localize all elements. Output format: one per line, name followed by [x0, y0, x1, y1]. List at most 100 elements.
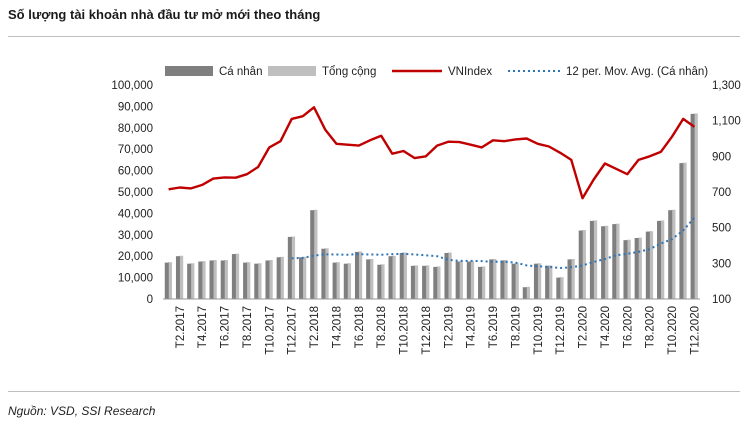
x-tick-label: T6.2017	[220, 306, 232, 348]
x-tick-label: T4.2019	[466, 306, 478, 348]
bar-tong-cong	[649, 231, 654, 299]
bar-tong-cong	[291, 236, 296, 299]
bar-ca-nhan	[657, 220, 662, 299]
bar-tong-cong	[470, 261, 475, 299]
bar-tong-cong	[369, 258, 374, 299]
bar-tong-cong	[581, 230, 586, 299]
bar-ca-nhan	[377, 264, 382, 299]
bottom-divider	[8, 391, 740, 392]
y-left-tick-label: 10,000	[118, 273, 153, 285]
x-tick-label: T10.2020	[667, 306, 679, 355]
x-tick-label: T2.2019	[443, 306, 455, 348]
x-tick-label: T8.2019	[510, 306, 522, 348]
bar-ca-nhan	[612, 224, 617, 299]
y-left-tick-label: 100,000	[111, 80, 153, 92]
bar-ca-nhan	[645, 231, 650, 299]
bar-ca-nhan	[209, 260, 214, 299]
legend-label: Tổng cộng	[322, 66, 376, 78]
bar-ca-nhan	[556, 277, 561, 299]
bar-tong-cong	[179, 255, 184, 299]
x-tick-label: T10.2019	[533, 306, 545, 355]
bar-tong-cong	[615, 223, 620, 299]
bar-tong-cong	[346, 263, 352, 299]
bar-tong-cong	[302, 256, 307, 299]
y-left-tick-label: 40,000	[118, 208, 153, 220]
x-tick-label: T10.2017	[264, 306, 276, 355]
y-left-tick-label: 90,000	[118, 101, 153, 113]
bar-tong-cong	[235, 253, 240, 299]
x-tick-label: T10.2018	[399, 306, 411, 355]
bar-tong-cong	[313, 209, 318, 299]
top-divider	[8, 36, 740, 37]
bar-ca-nhan	[265, 260, 270, 299]
bar-ca-nhan	[321, 248, 326, 299]
bar-ca-nhan	[668, 210, 673, 299]
x-tick-label: T2.2020	[578, 306, 590, 348]
legend-swatch	[165, 66, 213, 76]
y-left-tick-label: 80,000	[118, 123, 153, 135]
legend-label: Cá nhân	[219, 66, 262, 78]
x-tick-label: T2.2018	[309, 306, 321, 348]
y-left-tick-label: 60,000	[118, 166, 153, 178]
bar-ca-nhan	[388, 256, 393, 299]
legend-label: VNIndex	[448, 66, 492, 78]
chart-legend: Cá nhân Tổng cộng VNIndex 12 per. Mov. Avg.…	[165, 66, 708, 78]
bar-tong-cong	[335, 262, 340, 299]
legend-swatch	[268, 66, 316, 76]
x-tick-label: T6.2020	[622, 306, 634, 348]
y-left-tick-label: 0	[147, 294, 153, 306]
bar-tong-cong	[246, 262, 251, 299]
bar-tong-cong	[559, 277, 564, 299]
bar-ca-nhan	[310, 210, 315, 299]
x-tick-label: T2.2017	[175, 306, 187, 348]
bar-ca-nhan	[634, 238, 639, 299]
bar-tong-cong	[358, 251, 363, 299]
x-tick-label: T8.2020	[645, 306, 657, 348]
bar-ca-nhan	[545, 265, 550, 299]
bar-ca-nhan	[478, 266, 483, 299]
y-right-tick-label: 900	[712, 151, 731, 163]
bar-ca-nhan	[489, 259, 494, 299]
bar-tong-cong	[525, 286, 531, 299]
bar-ca-nhan	[231, 254, 236, 299]
chart-title: Số lượng tài khoản nhà đầu tư mở mới the…	[8, 7, 321, 22]
x-axis: T2.2017 T4.2017 T6.2017 T8.2017 T10.2017 T12.…	[163, 298, 701, 355]
x-tick-label: T8.2017	[242, 306, 254, 348]
bar-ca-nhan	[422, 265, 427, 299]
x-tick-label: T6.2018	[354, 306, 366, 348]
bar-tong-cong	[380, 264, 385, 299]
bar-tong-cong	[492, 258, 497, 299]
bar-ca-nhan	[220, 260, 225, 299]
x-tick-label: T12.2017	[287, 306, 299, 355]
bar-tong-cong	[257, 263, 262, 299]
bar-tong-cong	[458, 261, 463, 299]
bar-tong-cong	[402, 252, 407, 299]
y-right-tick-label: 700	[712, 187, 731, 199]
source-note: Nguồn: VSD, SSI Research	[8, 404, 156, 418]
x-tick-label: T8.2018	[376, 306, 388, 348]
y-axis-right: 100 300 500 700 900 1,100 1,300	[712, 80, 741, 306]
y-right-tick-label: 1,100	[712, 116, 741, 128]
bar-ca-nhan	[276, 257, 281, 299]
bar-tong-cong	[167, 262, 173, 299]
bar-ca-nhan	[332, 262, 337, 299]
bar-tong-cong	[593, 220, 598, 299]
x-tick-label: T4.2017	[197, 306, 209, 348]
y-right-tick-label: 1,300	[712, 80, 741, 92]
bar-tong-cong	[425, 265, 430, 299]
bar-tong-cong	[447, 252, 452, 299]
legend-label: 12 per. Mov. Avg. (Cá nhân)	[566, 66, 708, 78]
y-axis-left: 0 10,000 20,000 30,000 40,000 50,000 60,000 70,…	[111, 80, 153, 306]
bar-ca-nhan	[522, 287, 527, 299]
y-left-tick-label: 30,000	[118, 230, 153, 242]
y-right-tick-label: 300	[712, 258, 731, 270]
vnindex-line	[168, 106, 696, 200]
y-left-tick-label: 70,000	[118, 144, 153, 156]
bar-tong-cong	[637, 237, 642, 299]
x-tick-label: T12.2018	[421, 306, 433, 355]
bar-tong-cong	[514, 263, 519, 299]
bar-ca-nhan	[299, 257, 304, 299]
bar-tong-cong	[604, 225, 609, 299]
bar-tong-cong	[391, 255, 396, 299]
bar-tong-cong	[570, 258, 575, 299]
